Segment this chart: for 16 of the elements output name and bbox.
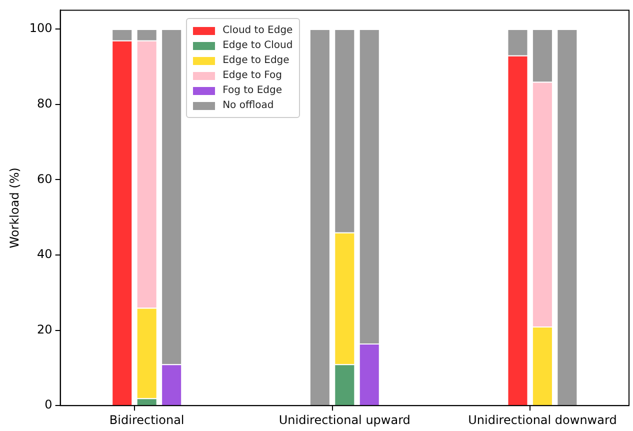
y-tick-label: 20: [37, 322, 52, 336]
legend-label: Edge to Fog: [222, 70, 282, 82]
y-tick-label: 60: [37, 172, 52, 186]
y-axis-title: Workload (%): [7, 168, 22, 248]
legend-label: Cloud to Edge: [222, 25, 293, 36]
y-tick-label: 100: [29, 21, 52, 36]
y-tick-label: 80: [37, 96, 52, 110]
y-tick-label: 0: [44, 398, 52, 412]
x-tick-label: Unidirectional downward: [468, 412, 617, 427]
legend-label: Fog to Edge: [222, 85, 282, 96]
legend-label: Edge to Cloud: [222, 40, 293, 52]
legend-label: Edge to Edge: [222, 55, 290, 66]
legend-label: No offload: [222, 100, 274, 112]
x-tick-label: Bidirectional: [109, 412, 184, 427]
y-tick-label: 40: [37, 247, 52, 262]
x-tick-label: Unidirectional upward: [278, 412, 410, 427]
